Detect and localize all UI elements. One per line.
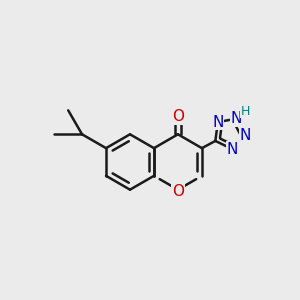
Text: O: O <box>172 184 184 199</box>
Text: H: H <box>241 105 250 118</box>
Text: N: N <box>240 128 251 143</box>
Text: O: O <box>172 109 184 124</box>
Text: N: N <box>227 142 238 157</box>
Text: N: N <box>231 111 242 126</box>
Text: N: N <box>212 115 224 130</box>
